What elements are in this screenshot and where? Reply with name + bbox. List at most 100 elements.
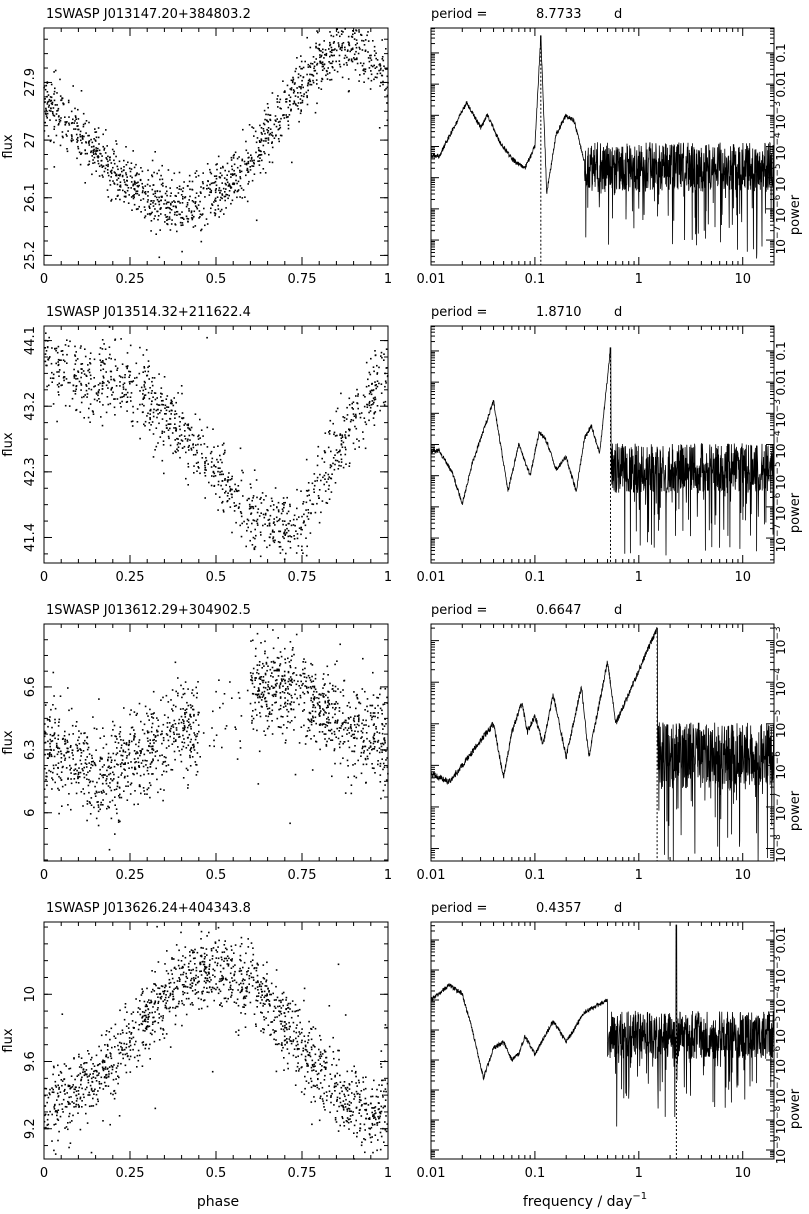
data-point xyxy=(51,381,53,383)
data-point xyxy=(328,702,330,705)
data-point xyxy=(355,427,358,430)
data-point xyxy=(268,991,270,993)
data-point xyxy=(349,716,352,718)
data-point xyxy=(314,480,316,482)
data-point xyxy=(150,424,152,426)
data-point xyxy=(111,394,113,396)
data-point xyxy=(347,727,350,729)
data-point xyxy=(303,672,306,675)
data-point xyxy=(368,371,371,374)
data-point xyxy=(266,120,269,122)
data-point xyxy=(319,705,321,708)
data-point xyxy=(352,408,354,410)
data-point xyxy=(231,183,234,185)
data-point xyxy=(326,502,329,504)
data-point xyxy=(89,813,92,815)
data-point xyxy=(373,748,376,750)
data-point xyxy=(130,162,133,164)
data-point xyxy=(93,385,95,388)
data-point xyxy=(325,52,328,55)
data-point xyxy=(381,1084,383,1086)
data-point xyxy=(386,119,389,121)
data-point xyxy=(204,466,207,469)
data-point xyxy=(63,376,66,378)
data-point xyxy=(325,712,327,714)
data-point xyxy=(170,209,173,211)
data-point xyxy=(289,666,292,669)
data-point xyxy=(115,788,118,790)
data-point xyxy=(300,86,302,88)
data-point xyxy=(104,1044,106,1046)
data-point xyxy=(355,29,357,31)
data-point xyxy=(53,1066,55,1069)
data-point xyxy=(312,685,314,688)
data-point xyxy=(153,712,155,714)
data-point xyxy=(257,783,260,785)
data-point xyxy=(327,700,329,702)
data-point xyxy=(90,150,93,152)
data-point xyxy=(334,685,337,688)
data-point xyxy=(78,380,81,383)
data-point xyxy=(126,755,128,757)
data-point xyxy=(264,514,267,516)
data-point xyxy=(125,742,128,744)
data-point xyxy=(80,732,82,735)
data-point xyxy=(315,741,318,743)
data-point xyxy=(221,500,224,503)
data-point xyxy=(80,763,83,765)
data-point xyxy=(156,717,158,719)
data-point xyxy=(243,160,246,163)
data-point xyxy=(335,410,338,413)
data-point xyxy=(138,173,140,176)
data-point xyxy=(213,446,215,448)
data-point xyxy=(297,73,300,75)
data-point xyxy=(117,1044,119,1047)
data-point xyxy=(385,750,387,752)
data-point xyxy=(287,120,289,122)
data-point xyxy=(319,707,321,710)
data-point xyxy=(163,789,165,791)
data-point xyxy=(118,733,121,735)
data-point xyxy=(224,449,226,452)
data-point xyxy=(245,149,248,152)
data-point xyxy=(167,716,169,719)
data-point xyxy=(320,479,322,482)
data-point xyxy=(152,433,155,435)
data-point xyxy=(306,690,309,693)
data-point xyxy=(215,175,218,177)
data-point xyxy=(91,173,93,176)
data-point xyxy=(67,130,69,132)
data-point xyxy=(353,733,355,736)
data-point xyxy=(345,448,347,451)
data-point xyxy=(190,746,193,749)
data-point xyxy=(51,371,53,374)
data-point xyxy=(364,396,366,398)
data-point xyxy=(369,57,372,59)
data-point xyxy=(151,211,153,214)
data-point xyxy=(333,69,336,71)
data-point xyxy=(367,31,369,33)
data-point xyxy=(336,720,339,723)
data-point xyxy=(335,34,338,36)
data-point xyxy=(305,685,308,688)
data-point xyxy=(306,490,309,492)
data-point xyxy=(162,739,165,742)
data-point xyxy=(334,690,337,693)
data-point xyxy=(343,721,346,723)
data-point xyxy=(197,438,200,440)
data-point xyxy=(162,182,164,185)
data-point xyxy=(199,970,201,973)
data-point xyxy=(166,194,168,197)
data-point xyxy=(165,765,168,767)
data-point xyxy=(219,471,221,473)
data-point xyxy=(329,466,332,469)
data-point xyxy=(292,103,295,105)
data-point xyxy=(325,501,328,504)
data-point xyxy=(299,112,302,115)
data-point xyxy=(119,402,121,404)
data-point xyxy=(92,413,95,415)
data-point xyxy=(211,991,213,993)
data-point xyxy=(184,430,186,432)
data-point xyxy=(138,741,140,744)
data-point xyxy=(230,159,233,161)
